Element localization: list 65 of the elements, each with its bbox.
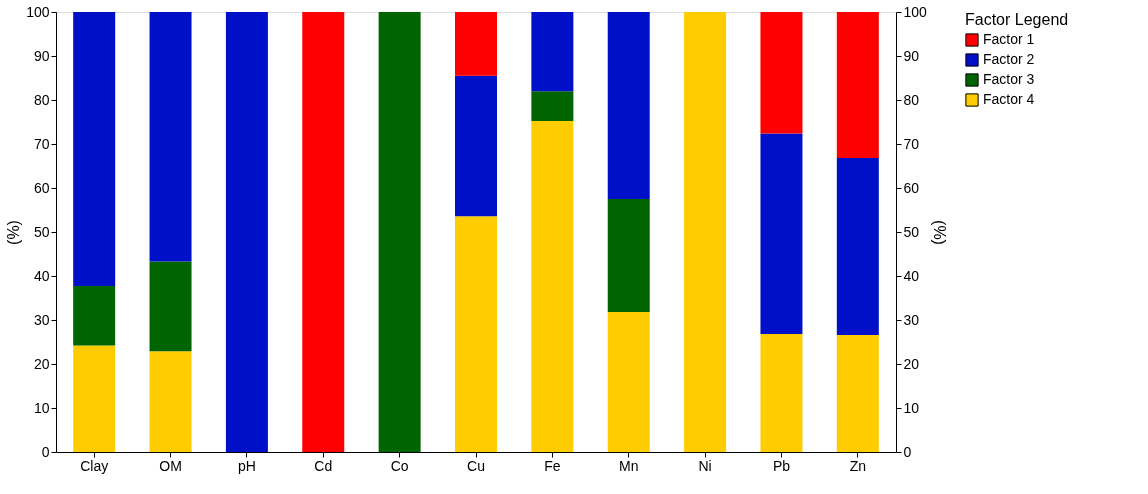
y-axis-title: (%) bbox=[5, 220, 23, 245]
bar bbox=[836, 158, 879, 335]
bar bbox=[836, 334, 879, 452]
legend-label: Factor 1 bbox=[983, 31, 1035, 47]
x-tick-label: Mn bbox=[619, 457, 639, 474]
y2-tick-label: 40 bbox=[903, 267, 920, 284]
bar bbox=[531, 91, 574, 122]
y2-axis-title: (%) bbox=[930, 220, 948, 245]
x-tick-label: pH bbox=[237, 457, 256, 474]
bar bbox=[73, 12, 116, 287]
y-tick-label: 20 bbox=[33, 355, 50, 372]
y-tick-label: 80 bbox=[33, 91, 50, 108]
bar bbox=[607, 199, 650, 313]
x-tick-label: Ni bbox=[698, 457, 712, 474]
x-tick-label: Cd bbox=[314, 457, 333, 474]
bar bbox=[531, 12, 574, 92]
legend-label: Factor 3 bbox=[983, 71, 1035, 87]
bar bbox=[684, 12, 727, 452]
bar bbox=[149, 12, 192, 262]
y-tick-label: 0 bbox=[41, 443, 50, 460]
bar bbox=[302, 12, 345, 452]
x-tick-label: Cu bbox=[467, 457, 485, 474]
bar bbox=[531, 121, 574, 452]
y-tick-label: 10 bbox=[33, 399, 50, 416]
bar bbox=[760, 133, 803, 335]
y2-tick-label: 90 bbox=[903, 47, 920, 64]
bar bbox=[225, 12, 268, 452]
y2-tick-label: 20 bbox=[903, 355, 920, 372]
bar bbox=[760, 334, 803, 452]
bar bbox=[607, 12, 650, 199]
y-tick-label: 50 bbox=[33, 223, 50, 240]
bar bbox=[149, 351, 192, 452]
y-tick-label: 60 bbox=[33, 179, 50, 196]
y2-tick-label: 70 bbox=[903, 135, 920, 152]
y2-tick-label: 0 bbox=[903, 443, 912, 460]
bar bbox=[378, 12, 421, 452]
y-tick-label: 70 bbox=[33, 135, 50, 152]
legend-label: Factor 4 bbox=[983, 91, 1035, 107]
legend-title: Factor Legend bbox=[965, 11, 1069, 28]
bar bbox=[455, 12, 497, 76]
legend-label: Factor 2 bbox=[983, 51, 1035, 67]
x-tick-label: OM bbox=[159, 457, 182, 474]
y2-tick-label: 30 bbox=[903, 311, 920, 328]
bar bbox=[73, 345, 116, 452]
bar bbox=[836, 12, 879, 159]
x-tick-label: Co bbox=[390, 457, 409, 474]
y-tick-label: 30 bbox=[33, 311, 50, 328]
x-tick-label: Pb bbox=[772, 457, 791, 474]
bar bbox=[760, 12, 803, 134]
bar bbox=[149, 261, 192, 352]
y-tick-label: 90 bbox=[33, 47, 50, 64]
bar bbox=[607, 312, 650, 452]
y2-tick-label: 10 bbox=[903, 399, 920, 416]
x-tick-label: Fe bbox=[544, 457, 561, 474]
y2-tick-label: 60 bbox=[903, 179, 920, 196]
x-tick-label: Clay bbox=[80, 457, 109, 474]
y2-tick-label: 50 bbox=[903, 223, 920, 240]
bar bbox=[455, 75, 497, 217]
x-tick-label: Zn bbox=[849, 457, 866, 474]
y2-tick-label: 100 bbox=[903, 3, 928, 20]
y-tick-label: 40 bbox=[33, 267, 50, 284]
bar bbox=[73, 286, 116, 346]
bar bbox=[455, 216, 497, 452]
y-tick-label: 100 bbox=[26, 3, 50, 20]
y2-tick-label: 80 bbox=[903, 91, 920, 108]
